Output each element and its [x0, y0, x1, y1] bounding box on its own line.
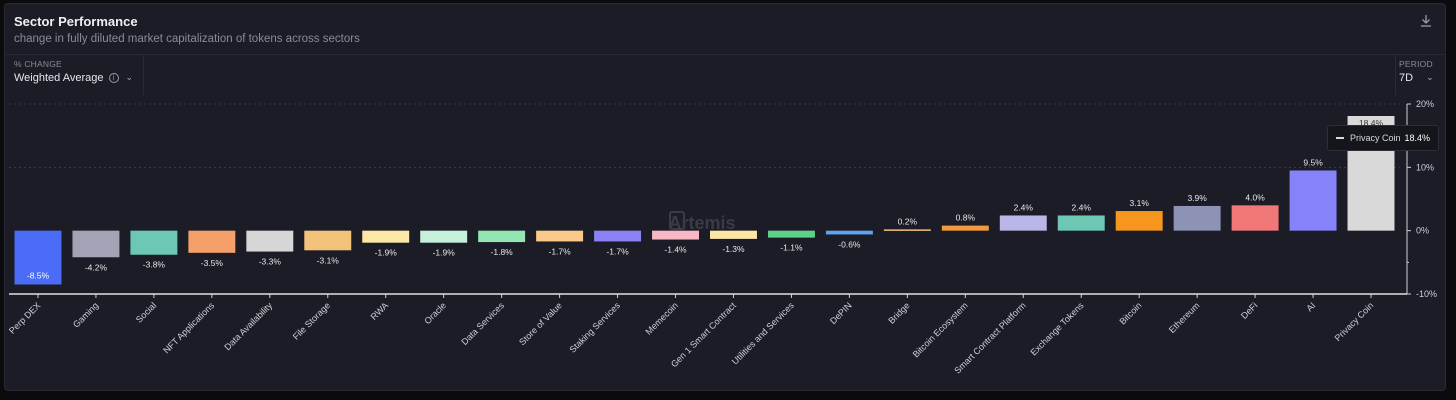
bar-bridge	[883, 229, 931, 231]
chevron-down-icon: ⌄	[1426, 73, 1434, 83]
x-tick-label: Staking Services	[568, 300, 623, 355]
x-tick-label: DeFi	[1239, 300, 1260, 321]
bar-memecoin	[652, 230, 699, 240]
x-tick-label: Store of Value	[517, 300, 564, 347]
bar-bitcoin-ecosystem	[941, 225, 989, 231]
tooltip-value: 18.4%	[1404, 133, 1430, 143]
tooltip-label: Privacy Coin	[1350, 133, 1401, 143]
bar-depin	[825, 230, 873, 235]
x-tick-label: Exchange Tokens	[1028, 300, 1086, 358]
bar-ai	[1289, 170, 1337, 231]
bar-data-services	[478, 230, 526, 243]
controls-separator	[143, 55, 144, 95]
data-label: -1.7%	[606, 246, 629, 256]
chart-title: Sector Performance	[14, 14, 138, 29]
tooltip-swatch	[1336, 137, 1344, 139]
data-label: 0.2%	[898, 216, 918, 226]
bar-gen-1-smart-contract	[710, 230, 757, 239]
data-label: -1.4%	[664, 245, 687, 255]
chart-subtitle: change in fully diluted market capitaliz…	[14, 33, 360, 45]
x-tick-label: Bridge	[886, 300, 911, 325]
data-label: 18.4%	[1359, 118, 1384, 128]
x-tick-label: NFT Applications	[161, 300, 216, 355]
data-label: -1.8%	[491, 247, 514, 257]
x-tick-label: Privacy Coin	[1333, 300, 1376, 343]
bar-rwa	[362, 230, 410, 243]
data-label: -0.6%	[838, 239, 861, 249]
x-tick-label: Memecoin	[644, 300, 680, 336]
bar-staking-services	[594, 230, 642, 242]
x-tick-label: Bitcoin Ecosystem	[911, 300, 970, 359]
x-tick-label: File Storage	[291, 300, 332, 341]
x-tick-label: Data Services	[459, 300, 506, 347]
x-tick-label: Data Availability	[222, 300, 274, 352]
data-label: -3.3%	[259, 257, 282, 267]
data-label: -3.5%	[201, 258, 224, 268]
x-tick-label: Social	[134, 300, 158, 324]
y-tick-label: 10%	[1416, 162, 1434, 172]
metric-value: Weighted Average	[14, 72, 104, 84]
bar-store-of-value	[536, 230, 584, 242]
bar-data-availability	[246, 230, 294, 252]
bar-oracle	[420, 230, 468, 243]
period-label: PERIOD	[1399, 59, 1433, 69]
x-tick-label: AI	[1304, 300, 1317, 313]
x-tick-label: Bitcoin	[1117, 300, 1143, 326]
chart-tooltip: Privacy Coin 18.4%	[1327, 125, 1439, 151]
data-label: -4.2%	[85, 262, 108, 272]
chevron-down-icon: ⌄	[125, 73, 134, 83]
x-tick-label: Oracle	[422, 300, 448, 326]
data-label: -1.7%	[548, 246, 571, 256]
data-label: -1.3%	[722, 244, 745, 254]
data-label: 3.9%	[1187, 193, 1207, 203]
metric-label: % CHANGE	[14, 59, 62, 69]
y-tick-label: 20%	[1416, 99, 1434, 109]
bar-gaming	[72, 230, 120, 258]
period-select[interactable]: PERIOD 7D ⌄	[1399, 59, 1441, 95]
controls-divider	[5, 54, 1445, 55]
data-label: -1.9%	[375, 248, 398, 258]
sector-performance-card: Sector Performance change in fully dilut…	[4, 3, 1446, 391]
bar-smart-contract-platform	[999, 215, 1047, 231]
watermark-logo	[669, 211, 685, 230]
x-tick-label: RWA	[369, 300, 391, 322]
data-label: 3.1%	[1130, 198, 1150, 208]
x-tick-label: Gaming	[71, 300, 100, 329]
data-label: 9.5%	[1303, 158, 1323, 168]
x-tick-label: Ethereum	[1167, 300, 1202, 335]
x-tick-label: DePIN	[828, 300, 854, 326]
watermark-text: Artemis	[668, 213, 735, 233]
y-tick-label: 0%	[1416, 226, 1429, 236]
x-tick-label: Perp DEX	[7, 300, 42, 335]
bar-utilities-and-services	[767, 230, 815, 238]
x-tick-label: Utilities and Services	[730, 300, 796, 366]
data-label: -8.5%	[27, 271, 50, 281]
x-tick-label: Gen 1 Smart Contract	[669, 300, 738, 369]
data-label: 2.4%	[1072, 202, 1092, 212]
data-label: -1.1%	[780, 243, 803, 253]
y-tick-label: -10%	[1416, 289, 1437, 299]
bar-defi	[1231, 205, 1279, 231]
bar-exchange-tokens	[1057, 215, 1105, 231]
bar-social	[130, 230, 178, 255]
download-icon[interactable]	[1419, 13, 1433, 29]
data-label: 2.4%	[1014, 202, 1034, 212]
bar-bitcoin	[1115, 211, 1163, 231]
period-value: 7D	[1399, 72, 1414, 84]
info-icon[interactable]: i	[108, 73, 119, 83]
data-label: 0.8%	[956, 213, 976, 223]
controls-separator-right	[1395, 55, 1396, 95]
data-label: -3.8%	[143, 260, 166, 270]
data-label: -3.1%	[317, 255, 340, 265]
bar-file-storage	[304, 230, 352, 251]
metric-select[interactable]: % CHANGE Weighted Average i ⌄	[14, 59, 142, 95]
data-label: -1.9%	[433, 248, 456, 258]
bar-ethereum	[1173, 205, 1221, 231]
bar-perp-dex	[14, 230, 62, 285]
data-label: 4.0%	[1245, 192, 1265, 202]
bar-nft-applications	[188, 230, 236, 253]
